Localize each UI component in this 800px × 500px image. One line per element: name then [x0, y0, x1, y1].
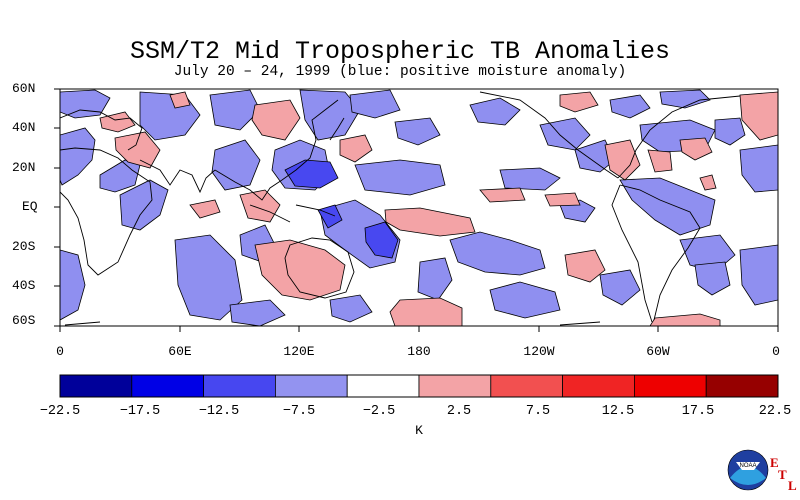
colorbar-tick-label: −2.5	[362, 404, 396, 419]
lon-label-120e: 120E	[283, 344, 315, 359]
lat-label-60n: 60N	[12, 81, 36, 96]
map-title: SSM/T2 Mid Tropospheric TB Anomalies	[129, 37, 671, 66]
lat-label-eq: EQ	[22, 199, 38, 214]
noaa-logo: NOAA	[727, 449, 769, 491]
svg-text:NOAA: NOAA	[739, 463, 756, 469]
colorbar-frame	[59, 374, 779, 398]
colorbar-unit-label: K	[415, 423, 423, 438]
colorbar-tick-label: 17.5	[681, 404, 715, 419]
lat-label-60s: 60S	[12, 313, 36, 328]
lon-ticks	[59, 326, 779, 332]
negative-moisture-regions	[99, 91, 778, 326]
lon-label-60w: 60W	[646, 344, 670, 359]
colorbar-swatch	[418, 374, 492, 398]
colorbar-tick-label: 2.5	[446, 404, 472, 419]
lon-label-0-east: 0	[772, 344, 780, 359]
colorbar-tick-label: −12.5	[198, 404, 240, 419]
lon-label-0-west: 0	[56, 344, 64, 359]
colorbar-swatch	[203, 374, 276, 398]
anomaly-fields	[60, 89, 778, 326]
lat-label-20s: 20S	[12, 239, 36, 254]
colorbar-swatch	[131, 374, 205, 398]
lat-label-40s: 40S	[12, 278, 36, 293]
lat-ticks	[54, 88, 60, 327]
lon-label-60e: 60E	[168, 344, 192, 359]
etl-letter-e: E	[770, 455, 779, 470]
etl-letter-l: L	[788, 478, 797, 493]
lat-label-20n: 20N	[12, 160, 36, 175]
colorbar-swatch	[490, 374, 563, 398]
colorbar-swatch	[634, 374, 707, 398]
colorbar-swatch	[705, 374, 779, 398]
colorbar-tick-label: −22.5	[39, 404, 81, 419]
colorbar-tick-label: −17.5	[119, 404, 161, 419]
map-subtitle: July 20 – 24, 1999 (blue: positive moist…	[173, 64, 627, 80]
colorbar-tick-label: 12.5	[601, 404, 635, 419]
etl-letter-t: T	[778, 467, 787, 482]
colorbar-tick-label: −7.5	[282, 404, 316, 419]
colorbar-tick-label: 22.5	[758, 404, 792, 419]
colorbar-tick-label: 7.5	[525, 404, 551, 419]
strong-positive-moisture-regions	[284, 159, 399, 259]
colorbar	[59, 374, 779, 398]
lat-label-40n: 40N	[12, 120, 36, 135]
colorbar-swatch	[562, 374, 635, 398]
colorbar-swatch	[274, 374, 348, 398]
colorbar-swatch	[346, 374, 420, 398]
colorbar-swatch	[59, 374, 133, 398]
coastlines	[60, 91, 741, 326]
lon-label-120w: 120W	[523, 344, 555, 359]
lon-label-180: 180	[407, 344, 431, 359]
